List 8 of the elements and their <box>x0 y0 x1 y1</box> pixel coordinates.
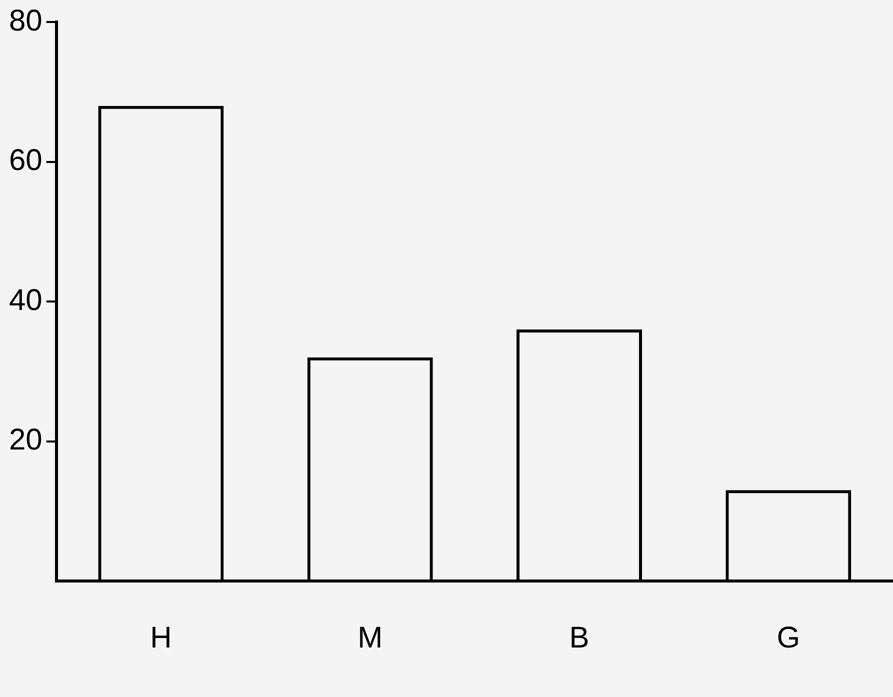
x-tick-label: B <box>569 621 590 654</box>
y-tick-label: 80 <box>8 4 42 38</box>
x-tick-label: H <box>150 621 172 654</box>
y-tick-label: 20 <box>8 424 42 457</box>
y-tick-label: 40 <box>8 284 42 317</box>
y-tick-label: 60 <box>8 144 42 178</box>
x-tick-label: G <box>776 621 800 654</box>
x-tick-label: M <box>358 621 383 654</box>
